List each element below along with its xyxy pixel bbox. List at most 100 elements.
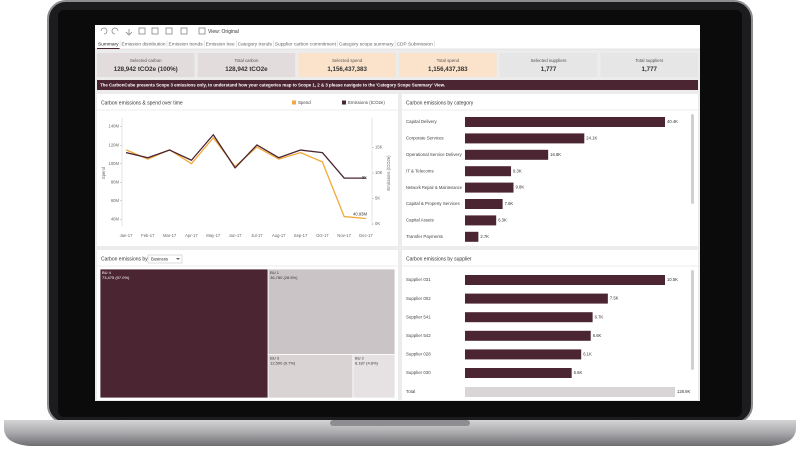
category-label: Capital Delivery bbox=[406, 119, 438, 124]
tab[interactable]: Category trends bbox=[238, 41, 273, 47]
scrollbar[interactable] bbox=[691, 270, 694, 370]
tab[interactable]: Supplier carbon commitment bbox=[275, 41, 337, 47]
x-tick-label: Dec-17 bbox=[359, 233, 373, 238]
y2-tick-label: 15K bbox=[375, 145, 383, 150]
pause-icon[interactable] bbox=[151, 27, 159, 35]
bar bbox=[465, 133, 585, 144]
category-label: Supplier 541 bbox=[406, 314, 431, 319]
bar bbox=[465, 231, 479, 242]
refresh-icon[interactable] bbox=[138, 27, 146, 35]
treemap-name: BU 2 bbox=[355, 356, 365, 361]
laptop-notch bbox=[330, 420, 470, 426]
share-icon[interactable] bbox=[165, 27, 173, 35]
y-axis-title: Spend bbox=[101, 166, 106, 179]
value-label: 7.5K bbox=[610, 296, 619, 301]
x-tick-label: Mar-17 bbox=[163, 233, 177, 238]
x-tick-label: Apr-17 bbox=[185, 233, 198, 238]
value-label: 6.7K bbox=[595, 314, 604, 319]
y2-tick-label: 0K bbox=[375, 221, 380, 226]
dropdown[interactable] bbox=[147, 254, 183, 264]
tab[interactable]: Category scope summary bbox=[339, 41, 394, 47]
tab[interactable]: Emission trends bbox=[169, 41, 204, 47]
bar bbox=[465, 312, 593, 323]
bar bbox=[465, 182, 514, 193]
value-label: 40.4K bbox=[667, 119, 678, 124]
tab[interactable]: Emission distribution bbox=[122, 41, 166, 47]
kpi-card bbox=[600, 53, 698, 77]
y2-tick-label: 10K bbox=[375, 170, 383, 175]
toolbar-icons[interactable] bbox=[100, 27, 206, 36]
end-label: 9K bbox=[362, 175, 367, 180]
undo-icon[interactable] bbox=[100, 27, 108, 35]
dropdown-arrow[interactable] bbox=[176, 258, 180, 260]
tab[interactable]: CDP Submission bbox=[397, 41, 434, 47]
bar bbox=[465, 166, 512, 177]
category-panel bbox=[402, 94, 698, 246]
x-tick-label: Oct-17 bbox=[316, 233, 329, 238]
category-label: Operational Service Delivery bbox=[406, 152, 462, 157]
banner-text: The CarbonCube presents Scope 3 emission… bbox=[100, 82, 445, 87]
y-tick-label: 140M bbox=[109, 124, 120, 129]
treemap-value: 6,187 (4.8%) bbox=[355, 361, 379, 366]
kpi-card bbox=[197, 53, 296, 77]
kpi-card bbox=[499, 53, 598, 77]
download-icon[interactable] bbox=[180, 27, 188, 35]
x-tick-label: Jul-17 bbox=[251, 233, 263, 238]
category-label: Capital & Property Services bbox=[406, 201, 460, 206]
treemap-value: 12,500 (9.7%) bbox=[270, 361, 296, 366]
x-tick-label: Nov-17 bbox=[337, 233, 351, 238]
value-label: 16.8K bbox=[550, 152, 561, 157]
value-label: 6.1K bbox=[583, 352, 592, 357]
legend-label: Emissions (tCO2e) bbox=[348, 100, 385, 105]
treemap-value: 36,780 (28.5%) bbox=[270, 275, 298, 280]
kpi-value: 128,942 tCO2e (100%) bbox=[114, 66, 178, 73]
panel-dividers bbox=[97, 109, 698, 267]
treemap-block[interactable] bbox=[267, 268, 396, 355]
x-tick-label: Feb-17 bbox=[141, 233, 155, 238]
kpi-label: Total carbon bbox=[234, 58, 258, 63]
category-label: Supplier 028 bbox=[406, 352, 431, 357]
treemap-block[interactable] bbox=[99, 268, 269, 399]
legend-label: Spend bbox=[298, 100, 311, 105]
dropdown-value[interactable]: Business bbox=[151, 256, 168, 261]
category-label: Corporate Services bbox=[406, 136, 444, 141]
category-label: Supplier 031 bbox=[406, 277, 431, 282]
view-icon[interactable] bbox=[198, 27, 206, 35]
value-label: 10.5K bbox=[667, 277, 678, 282]
revert-icon[interactable] bbox=[125, 29, 133, 36]
redo-icon[interactable] bbox=[111, 27, 119, 35]
kpi-card bbox=[298, 53, 396, 77]
tab[interactable]: Emission tree bbox=[206, 41, 235, 47]
category-label: Network Repair & Maintenance bbox=[406, 185, 462, 190]
kpi-label: Selected carbon bbox=[130, 58, 162, 63]
y-tick-label: 60M bbox=[111, 198, 120, 203]
value-label: 6.6K bbox=[593, 333, 602, 338]
treemap-block[interactable] bbox=[352, 354, 396, 399]
value-label: 24.1K bbox=[586, 136, 597, 141]
category-label: Supplier 030 bbox=[406, 370, 431, 375]
line-panel bbox=[97, 94, 398, 246]
kpi-label: Selected spend bbox=[332, 58, 363, 63]
total-label: Total bbox=[406, 389, 415, 394]
bar bbox=[465, 215, 497, 226]
kpi-value: 128,942 tCO2e bbox=[225, 66, 268, 73]
end-label: 40.93M bbox=[353, 212, 367, 217]
bar bbox=[465, 149, 549, 160]
kpi-label: Selected suppliers bbox=[531, 58, 568, 63]
view-selector[interactable]: View: Original bbox=[208, 29, 239, 35]
bar bbox=[465, 349, 582, 360]
x-tick-label: May-17 bbox=[206, 233, 221, 238]
category-label: Capital Assets bbox=[406, 218, 435, 223]
legend-swatch bbox=[292, 100, 296, 105]
x-tick-label: Aug-17 bbox=[272, 233, 286, 238]
tab[interactable]: Summary bbox=[98, 41, 119, 47]
series-line bbox=[125, 134, 366, 179]
value-label: 6.3K bbox=[498, 218, 507, 223]
legend-swatch bbox=[342, 100, 346, 105]
y-tick-label: 100M bbox=[109, 161, 120, 166]
bar bbox=[465, 293, 608, 304]
y-tick-label: 40M bbox=[111, 216, 120, 221]
y-tick-label: 80M bbox=[111, 179, 120, 184]
scrollbar[interactable] bbox=[691, 114, 694, 204]
